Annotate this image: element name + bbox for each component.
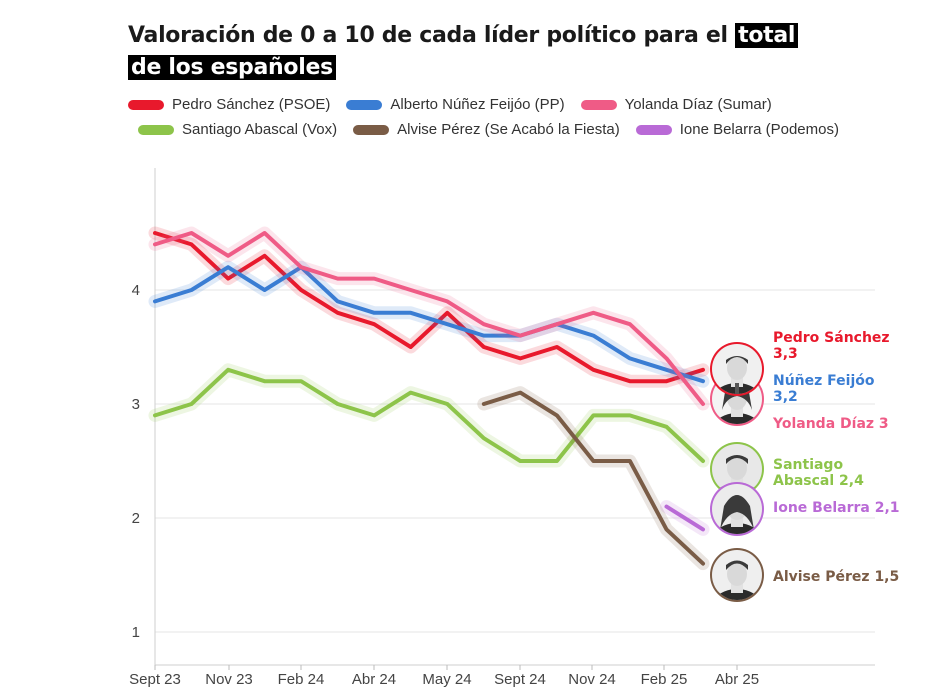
end-label-vox: Santiago	[773, 457, 843, 473]
end-label-podemos: Ione Belarra 2,1	[773, 500, 900, 516]
series-line-sumar	[153, 231, 705, 406]
series-line-pp	[153, 265, 705, 384]
y-tick-label: 4	[132, 282, 140, 299]
series-line-vox	[153, 367, 705, 463]
legend-swatch	[346, 99, 383, 110]
series-line-psoe	[153, 231, 705, 384]
x-tick-label: Abr 25	[715, 671, 759, 688]
legend-label: Pedro Sánchez (PSOE)	[172, 96, 331, 113]
end-label-salf: Alvise Pérez 1,5	[773, 569, 899, 585]
x-tick-label: May 24	[422, 671, 471, 688]
legend-label: Alvise Pérez (Se Acabó la Fiesta)	[397, 121, 620, 138]
y-tick-label: 2	[132, 510, 140, 527]
legend-swatch	[128, 99, 164, 110]
chart-legend: Pedro Sánchez (PSOE) Alberto Núñez Feijóo…	[128, 92, 888, 142]
legend-swatch	[353, 124, 390, 135]
x-tick-label: Abr 24	[352, 671, 396, 688]
x-tick-label: Nov 23	[205, 671, 253, 688]
legend-label: Alberto Núñez Feijóo (PP)	[390, 96, 565, 113]
legend-swatch	[580, 99, 617, 110]
end-label-pp: Núñez Feijóo	[773, 373, 875, 389]
end-label-value-pp: 3,2	[773, 389, 798, 405]
x-tick-label: Sept 23	[129, 671, 181, 688]
end-label-psoe: Pedro Sánchez	[773, 330, 890, 346]
end-label-sumar: Yolanda Díaz 3	[772, 416, 889, 432]
legend-item-salf: Alvise Pérez (Se Acabó la Fiesta)	[353, 121, 620, 138]
legend-swatch	[635, 124, 672, 135]
avatar-salf	[710, 548, 764, 602]
x-tick-label: Nov 24	[568, 671, 616, 688]
legend-item-podemos: Ione Belarra (Podemos)	[635, 121, 839, 138]
avatar-podemos	[710, 482, 764, 536]
series-line-salf	[481, 390, 705, 566]
legend-row: Pedro Sánchez (PSOE) Alberto Núñez Feijóo…	[128, 92, 888, 117]
series-line-podemos	[664, 504, 705, 532]
legend-item-vox: Santiago Abascal (Vox)	[138, 121, 337, 138]
x-tick-label: Feb 24	[278, 671, 325, 688]
legend-swatch	[138, 124, 174, 135]
end-label-value-vox: Abascal 2,4	[773, 473, 864, 489]
chart-title-text: Valoración de 0 a 10 de cada líder polít…	[128, 23, 736, 48]
legend-label: Ione Belarra (Podemos)	[679, 121, 839, 138]
leader-avatars	[710, 342, 764, 602]
chart-title: Valoración de 0 a 10 de cada líder polít…	[128, 20, 818, 84]
legend-item-sumar: Yolanda Díaz (Sumar)	[580, 96, 772, 113]
legend-label: Santiago Abascal (Vox)	[182, 121, 338, 138]
end-label-value-psoe: 3,3	[773, 346, 798, 362]
legend-item-psoe: Pedro Sánchez (PSOE)	[128, 96, 330, 113]
y-tick-label: 3	[132, 396, 140, 413]
series-lines	[148, 226, 710, 571]
avatar-psoe	[710, 342, 764, 396]
x-tick-label: Sept 24	[494, 671, 546, 688]
axes: 1 2 3 4 Sept 23 Nov 23 Feb 24 Abr 24 May 24 Sept …	[129, 168, 875, 688]
legend-item-pp: Alberto Núñez Feijóo (PP)	[346, 96, 565, 113]
x-tick-label: Feb 25	[641, 671, 688, 688]
legend-row: Santiago Abascal (Vox) Alvise Pérez (Se A…	[128, 117, 888, 142]
y-tick-label: 1	[132, 624, 140, 641]
legend-label: Yolanda Díaz (Sumar)	[624, 96, 772, 113]
